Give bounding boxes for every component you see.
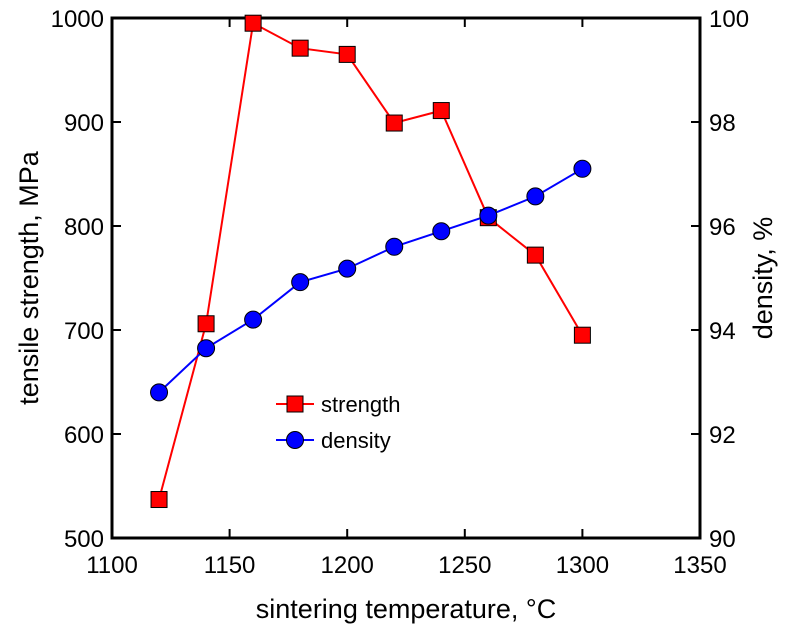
x-tick-label: 1350: [673, 552, 726, 579]
y-left-tick-label: 800: [64, 214, 104, 241]
strength-point: [432, 102, 450, 120]
legend: strength density: [276, 392, 401, 453]
y-right-tick-label: 100: [709, 6, 749, 33]
strength-series-line: [158, 21, 584, 500]
legend-strength-label: strength: [321, 392, 401, 417]
y-left-tick-label: 900: [64, 110, 104, 137]
density-point: [244, 310, 263, 329]
legend-item-density: density: [276, 428, 391, 453]
y-right-tick-label: 90: [709, 526, 736, 553]
density-series-line: [158, 167, 583, 394]
strength-point: [526, 246, 544, 264]
y-left-tick-label: 1000: [51, 6, 104, 33]
density-point: [479, 206, 498, 225]
strength-point: [385, 114, 403, 132]
legend-strength-marker: [286, 395, 304, 413]
y-left-tick-label: 600: [64, 422, 104, 449]
density-point: [432, 222, 451, 241]
strength-point: [573, 326, 591, 344]
series-layer: [150, 14, 592, 509]
y-left-tick-label: 500: [64, 526, 104, 553]
density-point: [291, 273, 310, 292]
strength-point: [338, 45, 356, 63]
legend-item-strength: strength: [276, 392, 401, 417]
density-point: [385, 237, 404, 256]
density-point: [526, 187, 545, 206]
x-axis-title: sintering temperature, °C: [256, 594, 556, 624]
x-tick-label: 1300: [556, 552, 609, 579]
density-point: [150, 383, 169, 402]
tick-labels: 1100 1150 1200 1250 1300 1350 500 600 700 800 900 1…: [51, 6, 749, 579]
x-tick-label: 1200: [321, 552, 374, 579]
strength-point: [244, 14, 262, 32]
x-tick-label: 1250: [438, 552, 491, 579]
x-tick-label: 1150: [204, 552, 256, 579]
strength-point: [291, 39, 309, 57]
legend-density-marker: [286, 431, 304, 449]
y-right-tick-label: 92: [709, 422, 736, 449]
y-right-axis-title: density, %: [748, 217, 778, 340]
ticks: [111, 17, 701, 539]
x-tick-label: 1100: [86, 552, 138, 579]
density-point: [338, 259, 357, 278]
density-point: [573, 159, 592, 178]
strength-point: [150, 491, 168, 509]
y-left-axis-title: tensile strength, MPa: [14, 150, 44, 405]
plot-frame: [110, 16, 702, 540]
y-right-tick-label: 98: [709, 110, 736, 137]
legend-density-label: density: [321, 428, 391, 453]
y-right-tick-label: 94: [709, 318, 736, 345]
strength-point: [197, 315, 215, 333]
y-left-tick-label: 700: [64, 318, 104, 345]
y-right-tick-label: 96: [709, 214, 736, 241]
density-point: [197, 339, 216, 358]
